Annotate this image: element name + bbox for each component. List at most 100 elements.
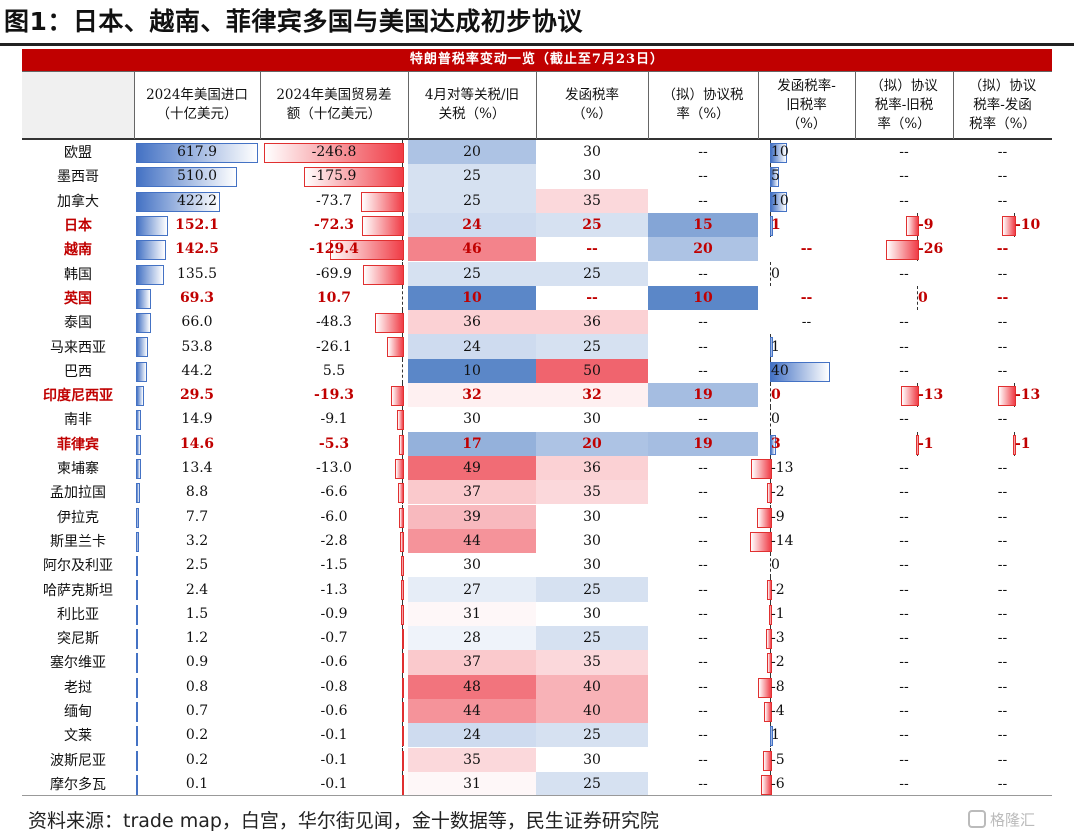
deal-value: -- <box>698 557 708 574</box>
letter-value: 25 <box>583 581 601 598</box>
cell-deal: -- <box>648 407 758 431</box>
cell-d2: -- <box>855 140 953 164</box>
cell-balance: -1.5 <box>260 553 408 578</box>
cell-country: 马来西亚 <box>22 334 134 358</box>
deal-value: -- <box>698 192 708 209</box>
cell-deal: -- <box>648 456 758 480</box>
country-name: 缅甸 <box>64 704 92 721</box>
delta-value: -2 <box>771 581 785 598</box>
balance-bar <box>394 458 404 479</box>
imports-bar <box>136 337 149 358</box>
cell-deal: -- <box>648 262 758 286</box>
cell-d3: -- <box>953 359 1052 383</box>
letter-value: 30 <box>583 508 601 525</box>
delta-value: -- <box>899 532 909 549</box>
imports-value: 0.7 <box>185 703 209 720</box>
cell-old: 28 <box>408 626 536 651</box>
delta-value: -26 <box>918 241 944 258</box>
cell-letter: 30 <box>536 747 648 772</box>
delta-value: -- <box>899 314 909 331</box>
cell-deal: -- <box>648 140 758 164</box>
delta-value: -- <box>996 289 1009 306</box>
cell-deal: -- <box>648 723 758 747</box>
old-value: 44 <box>463 703 481 720</box>
delta-value: -- <box>899 265 909 282</box>
cell-old: 24 <box>408 723 536 748</box>
cell-balance: -2.8 <box>260 528 408 554</box>
delta-value: -- <box>899 411 909 428</box>
imports-bar <box>136 556 139 577</box>
delta-bar <box>1012 434 1016 455</box>
cell-d1: 0 <box>758 383 855 408</box>
deal-value: -- <box>698 630 708 647</box>
delta-bar <box>770 191 787 212</box>
delta-value: -- <box>899 727 909 744</box>
imports-bar <box>136 604 139 625</box>
letter-value: 30 <box>583 751 601 768</box>
cell-d2: -- <box>855 262 953 286</box>
cell-deal: -- <box>648 553 758 577</box>
cell-imports: 0.2 <box>134 723 260 747</box>
country-name: 日本 <box>64 218 92 235</box>
deal-value: -- <box>698 751 708 768</box>
cell-d3: -- <box>953 772 1052 796</box>
country-name: 越南 <box>64 242 92 259</box>
cell-old: 48 <box>408 674 536 699</box>
cell-imports: 69.3 <box>134 286 260 310</box>
cell-d3: -10 <box>953 212 1052 238</box>
delta-bar <box>770 215 774 236</box>
cell-balance: -0.7 <box>260 626 408 651</box>
cell-d1: 1 <box>758 334 855 359</box>
delta-value: -- <box>997 338 1008 355</box>
table-row: 菲律宾 14.6 -5.3 17 20 19 3 -1 -1 <box>22 431 1052 456</box>
imports-value: 13.4 <box>181 460 213 477</box>
imports-bar <box>136 531 139 552</box>
balance-axis <box>402 285 403 311</box>
column-header-6: 发函税率- 旧税率 （%） <box>777 77 836 132</box>
letter-value: 40 <box>583 678 601 695</box>
delta-value: -- <box>997 727 1008 744</box>
cell-balance: -9.1 <box>260 407 408 432</box>
cell-old: 20 <box>408 140 536 165</box>
column-header-4: 发函税率 （%） <box>565 87 619 122</box>
imports-value: 0.9 <box>185 654 209 671</box>
cell-d3: -- <box>953 650 1052 674</box>
deal-value: 19 <box>693 387 713 404</box>
country-name: 柬埔寨 <box>57 461 99 478</box>
header-bottom-border <box>22 138 1052 140</box>
deal-value: 20 <box>693 241 713 258</box>
old-value: 46 <box>462 241 482 258</box>
balance-bar <box>396 410 404 431</box>
delta-value: -1 <box>1015 435 1031 452</box>
table-row: 波斯尼亚 0.2 -0.1 35 30 -- -5 -- -- <box>22 747 1052 772</box>
balance-bar <box>303 167 404 188</box>
deal-value: -- <box>698 775 708 792</box>
cell-deal: -- <box>648 699 758 723</box>
balance-value: -13.0 <box>316 460 352 477</box>
delta-bar <box>767 653 772 674</box>
cell-d3: -- <box>953 140 1052 164</box>
cell-d3: -- <box>953 553 1052 577</box>
cell-old: 44 <box>408 698 536 724</box>
country-name: 墨西哥 <box>57 169 99 186</box>
old-value: 39 <box>463 508 481 525</box>
delta-value: -- <box>899 581 909 598</box>
cell-d3: -- <box>953 529 1052 553</box>
cell-balance: -5.3 <box>260 431 408 456</box>
cell-d3: -- <box>953 723 1052 747</box>
cell-d1: -6 <box>758 771 855 797</box>
cell-d2: -- <box>855 650 953 674</box>
balance-value: -0.1 <box>320 775 348 792</box>
delta-value: -- <box>997 411 1008 428</box>
delta-value: -- <box>899 630 909 647</box>
country-name: 巴西 <box>64 363 92 380</box>
old-value: 10 <box>463 362 481 379</box>
cell-d1: 0 <box>758 407 855 432</box>
imports-value: 422.2 <box>176 192 218 209</box>
table-row: 欧盟 617.9 -246.8 20 30 -- 10 -- -- <box>22 140 1052 165</box>
balance-value: 10.7 <box>316 289 352 306</box>
balance-bar <box>401 653 404 674</box>
balance-value: -129.4 <box>309 241 359 258</box>
delta-value: -- <box>997 775 1008 792</box>
cell-balance: -19.3 <box>260 383 408 408</box>
